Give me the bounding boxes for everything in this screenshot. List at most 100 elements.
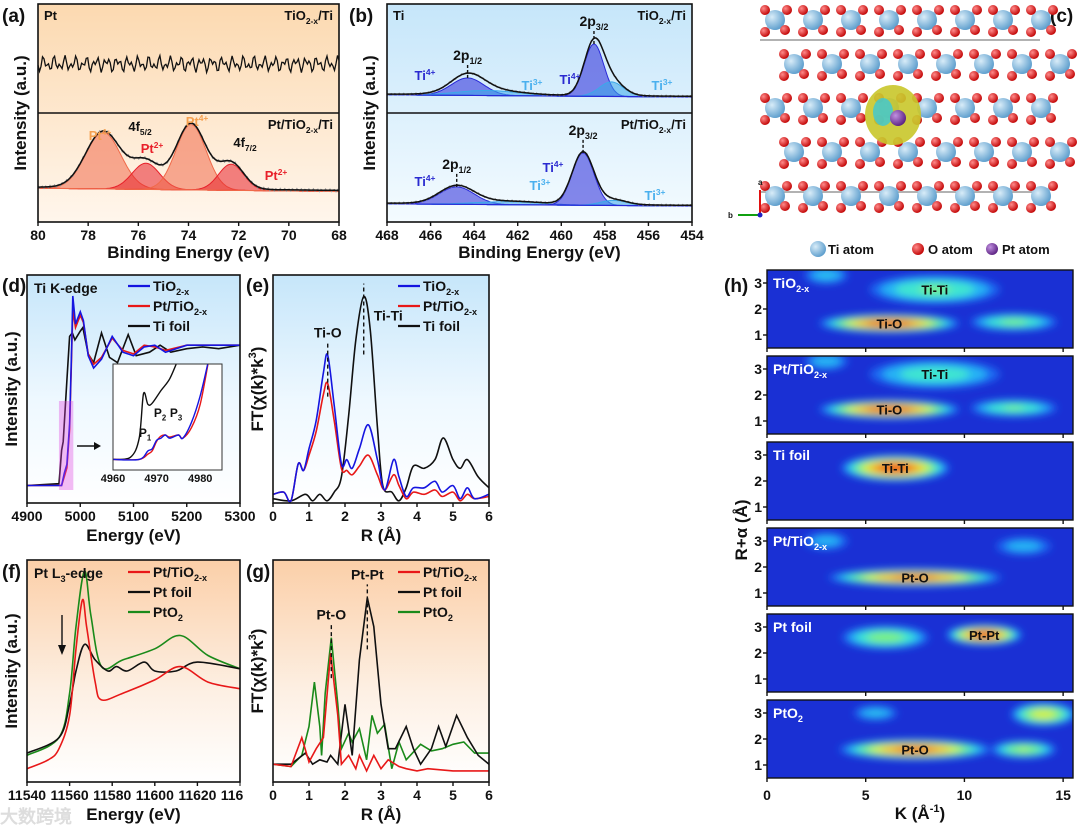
o-atom xyxy=(894,201,904,211)
text-span: 11620 xyxy=(178,787,216,803)
h-intensity-contour xyxy=(872,711,879,715)
text-span: 2p xyxy=(453,47,469,63)
ti-atom xyxy=(955,10,975,30)
g-series-line xyxy=(273,597,490,767)
ti-atom xyxy=(993,186,1013,206)
text-span: (h) xyxy=(724,276,748,297)
text-span: 2 xyxy=(754,559,762,575)
ti-atom xyxy=(803,10,823,30)
b-xtick-label: 454 xyxy=(680,227,704,243)
text-span: /Ti xyxy=(318,8,333,23)
g-xtick-label: 3 xyxy=(377,787,385,803)
text-span: 468 xyxy=(375,227,399,243)
o-atom xyxy=(991,137,1001,147)
o-atom xyxy=(818,113,828,123)
h-ytick-label: 2 xyxy=(754,301,762,317)
ti-atom xyxy=(955,98,975,118)
text-span: Ti-O xyxy=(877,316,903,331)
o-atom xyxy=(836,27,846,37)
text-span: 1 xyxy=(754,413,762,429)
h-ytick-label: 3 xyxy=(754,447,762,463)
ti-atom xyxy=(860,54,880,74)
g-legend-label: Pt/TiO2-x xyxy=(423,564,477,583)
g-legend-label: PtO2 xyxy=(423,604,453,623)
o-atom xyxy=(875,69,885,79)
charge-density-isosurface xyxy=(873,98,893,126)
o-atom xyxy=(991,49,1001,59)
g-xtick-label: 5 xyxy=(449,787,457,803)
text-span: (e) xyxy=(246,276,269,297)
text-span: 5 xyxy=(449,508,457,524)
o-atom xyxy=(782,181,792,191)
text-span: Pt xyxy=(141,141,155,156)
ti-atom xyxy=(784,54,804,74)
e-y-axis-title: FT(χ(k)*k3) xyxy=(247,347,267,432)
o-atom xyxy=(1010,181,1020,191)
structure-legend-label: Pt atom xyxy=(1002,242,1050,257)
o-atom xyxy=(798,115,808,125)
o-atom xyxy=(837,157,847,167)
h-sample-label: PtO2 xyxy=(773,705,803,724)
d-inset-series-line xyxy=(113,364,177,461)
h-ytick-label: 3 xyxy=(754,361,762,377)
text-span: Intensity (a.u.) xyxy=(2,331,21,446)
h-ytick-label: 3 xyxy=(754,275,762,291)
ti-atom xyxy=(765,186,785,206)
ti-atom xyxy=(898,54,918,74)
text-span: P xyxy=(139,426,147,440)
text-span: ) xyxy=(940,804,946,823)
text-span: 4960 xyxy=(101,473,125,485)
o-atom xyxy=(1027,69,1037,79)
text-span: 74 xyxy=(181,227,197,243)
b-xtick-label: 466 xyxy=(419,227,443,243)
o-atom xyxy=(836,115,846,125)
o-atom xyxy=(972,93,982,103)
ti-atom xyxy=(879,10,899,30)
h-intensity-contour xyxy=(918,285,952,294)
ti-atom xyxy=(936,54,956,74)
text-span: 3 xyxy=(754,275,762,291)
h-bond-label: Ti-Ti xyxy=(882,461,909,476)
g-panel-label: (g) xyxy=(246,562,270,583)
h-heatmap-layer xyxy=(839,702,1073,760)
text-span: FT(χ(k)*k xyxy=(248,640,267,714)
d-xtick-label: 4900 xyxy=(11,508,42,524)
o-atom xyxy=(1007,159,1017,169)
text-span: 11560 xyxy=(51,787,89,803)
b-component-label: Ti3+ xyxy=(522,77,543,93)
crystal-structure xyxy=(738,5,1077,218)
text-span: TiO xyxy=(153,278,176,294)
o-atom xyxy=(801,49,811,59)
b-axis-label: b xyxy=(728,211,733,220)
text-span: Ti xyxy=(415,68,426,83)
text-span: Ti xyxy=(393,8,404,23)
o-atom xyxy=(1026,93,1036,103)
h-sample-label: Pt/TiO2-x xyxy=(773,533,827,552)
h-intensity-contour xyxy=(894,746,936,753)
b-background-line xyxy=(386,94,693,98)
o-atom xyxy=(760,93,770,103)
text-span: Pt-O xyxy=(317,606,347,622)
o-atom xyxy=(1067,49,1077,59)
h-sample-label: Pt foil xyxy=(773,619,812,635)
o-atom xyxy=(989,157,999,167)
h-x-axis-title: K (Å-1) xyxy=(895,803,945,823)
text-span: Ti xyxy=(645,188,656,203)
b-xtick-label: 460 xyxy=(550,227,574,243)
h-ytick-label: 3 xyxy=(754,619,762,635)
text-span: 3 xyxy=(754,361,762,377)
text-span: Pt-O xyxy=(901,742,928,757)
ti-atom xyxy=(917,98,937,118)
o-atom xyxy=(798,27,808,37)
g-bond-label: Pt-Pt xyxy=(351,566,384,582)
text-span: (d) xyxy=(2,276,26,297)
o-atom xyxy=(817,49,827,59)
g-xtick-label: 2 xyxy=(341,787,349,803)
h-intensity-contour xyxy=(1031,709,1056,719)
o-atom xyxy=(820,93,830,103)
g-series-line xyxy=(272,653,489,773)
text-span: Ti xyxy=(560,72,571,87)
text-span: 2-x xyxy=(306,16,319,26)
text-span: 2+ xyxy=(278,167,288,177)
o-atom xyxy=(1026,27,1036,37)
